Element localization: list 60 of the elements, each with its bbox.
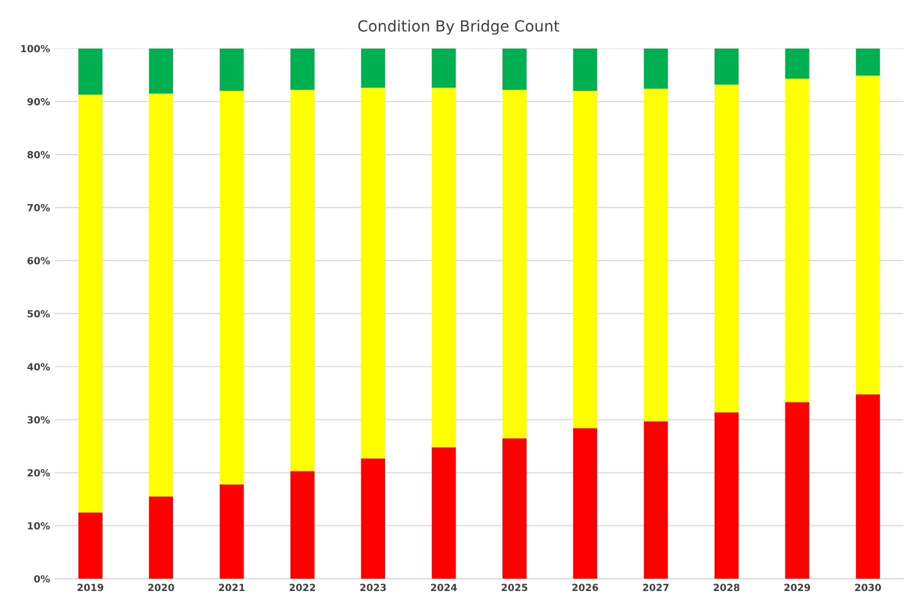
bar — [78, 512, 102, 579]
bar — [714, 84, 739, 412]
bar — [856, 394, 880, 579]
bar — [644, 421, 668, 579]
y-tick-label: 10% — [28, 522, 50, 530]
x-tick-label: 2021 — [218, 584, 245, 592]
x-tick-label: 2029 — [784, 584, 810, 592]
x-tick-label: 2026 — [572, 584, 598, 592]
x-tick-label: 2027 — [643, 584, 669, 592]
bar — [432, 88, 456, 448]
bar — [502, 48, 526, 90]
y-tick-label: 40% — [27, 363, 50, 370]
bar — [290, 48, 314, 90]
bar — [573, 428, 598, 579]
bar — [432, 447, 456, 579]
y-tick-label: 30% — [28, 416, 50, 424]
y-tick-label: 60% — [27, 257, 50, 264]
bar — [220, 484, 244, 579]
x-tick-label: 2030 — [855, 584, 881, 592]
x-tick-label: 2020 — [148, 584, 174, 592]
bar — [856, 76, 880, 394]
bar — [361, 48, 386, 88]
y-tick-label: 20% — [28, 469, 50, 477]
y-tick-label: 50% — [28, 310, 50, 318]
bar — [785, 402, 810, 579]
y-tick-label: 70% — [28, 204, 50, 212]
bar — [290, 90, 314, 472]
bar — [432, 48, 456, 88]
x-tick-label: 2023 — [360, 584, 386, 592]
bar — [714, 412, 739, 579]
bar — [78, 48, 102, 95]
y-tick-label: 90% — [27, 98, 50, 106]
bar — [502, 438, 526, 579]
bar — [644, 88, 668, 422]
bar — [361, 88, 386, 458]
bar — [573, 48, 598, 91]
bar — [502, 90, 526, 438]
y-tick-label: 100% — [21, 44, 50, 52]
bar — [644, 48, 668, 89]
x-tick-label: 2028 — [714, 584, 740, 592]
bar — [856, 48, 880, 76]
y-tick-label: 80% — [27, 151, 50, 158]
bar — [714, 48, 739, 85]
x-tick-label: 2024 — [431, 584, 457, 592]
bar — [220, 90, 244, 484]
bar — [149, 48, 174, 94]
bar — [573, 90, 598, 428]
x-tick-label: 2019 — [78, 584, 104, 592]
bar — [785, 48, 810, 79]
x-tick-label: 2022 — [290, 584, 316, 592]
x-tick-label: 2025 — [502, 584, 528, 592]
y-tick-label: 0% — [34, 575, 50, 583]
bar — [785, 78, 810, 402]
bar — [149, 496, 174, 579]
bar — [220, 48, 244, 91]
bar — [361, 458, 386, 579]
bar — [149, 94, 174, 497]
bar — [290, 471, 314, 579]
bar — [78, 94, 102, 512]
chart-title: Condition By Bridge Count — [358, 20, 560, 35]
